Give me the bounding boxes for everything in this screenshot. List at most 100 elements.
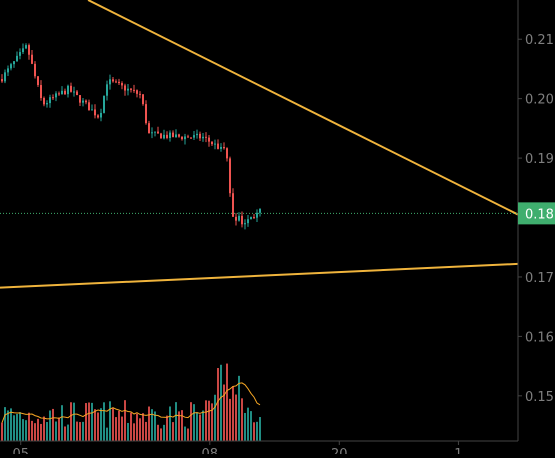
volume-bar — [193, 404, 195, 441]
time-tick-label: 05 — [12, 447, 29, 454]
volume-bar — [133, 423, 135, 441]
volume-bar — [82, 421, 84, 441]
volume-bar — [154, 411, 156, 441]
candle-body — [256, 212, 258, 218]
time-tick-label: 20 — [331, 447, 348, 454]
volume-bar — [136, 413, 138, 441]
volume-bar — [148, 406, 150, 441]
candle-body — [43, 98, 45, 105]
candle-body — [235, 216, 237, 221]
candle-body — [91, 109, 93, 111]
volume-bar — [163, 424, 165, 441]
volume-bar — [28, 412, 30, 441]
time-axis[interactable]: 05 08 20 1 — [12, 441, 463, 458]
ascending-trendline[interactable] — [0, 262, 519, 289]
volume-bar — [223, 384, 225, 441]
candle-body — [79, 95, 81, 103]
candle-body — [61, 90, 63, 95]
candle-body — [157, 131, 159, 134]
candle-body — [34, 63, 36, 77]
candle-body — [202, 136, 204, 139]
candle-body — [37, 76, 39, 86]
candle-body — [241, 215, 243, 225]
candles-layer — [1, 43, 261, 230]
volume-bar — [76, 421, 78, 441]
candle-body — [19, 52, 21, 56]
volume-bar — [16, 413, 18, 441]
candle-body — [160, 133, 162, 139]
volume-bar — [46, 422, 48, 441]
descending-trendline[interactable] — [87, 0, 519, 216]
volume-bar — [184, 426, 186, 441]
volume-bar — [220, 364, 222, 441]
candle-body — [7, 68, 9, 73]
volume-bar — [100, 408, 102, 441]
time-tick-label: 08 — [202, 447, 219, 454]
candle-body — [190, 137, 192, 139]
volume-bar — [118, 410, 120, 441]
volume-bar — [124, 400, 126, 441]
candle-body — [70, 85, 72, 92]
candle-body — [13, 61, 15, 65]
volume-bar — [157, 424, 159, 441]
candle-body — [124, 85, 126, 91]
volume-bar — [169, 406, 171, 441]
volume-bar — [25, 420, 27, 441]
volume-bar — [172, 422, 174, 441]
candle-body — [52, 97, 54, 99]
volume-bar — [166, 415, 168, 441]
volume-bar — [37, 418, 39, 441]
volume-bar — [103, 402, 105, 441]
volume-bar — [97, 412, 99, 441]
volume-bar — [85, 403, 87, 441]
candle-body — [127, 88, 129, 91]
trendlines-layer[interactable] — [0, 0, 519, 289]
price-tick-label: 0.15 — [525, 390, 554, 405]
volume-bar — [217, 368, 219, 441]
volume-bar — [91, 402, 93, 441]
candle-body — [73, 91, 75, 93]
candle-body — [145, 104, 147, 124]
volume-bar — [247, 407, 249, 441]
volume-bar — [199, 414, 201, 441]
candle-body — [184, 136, 186, 140]
candle-body — [238, 215, 240, 221]
volume-bar — [94, 409, 96, 441]
price-tick-label: 0.19 — [525, 152, 554, 167]
volume-bar — [232, 386, 234, 441]
candle-body — [244, 223, 246, 225]
candle-body — [217, 143, 219, 149]
volume-bar — [178, 411, 180, 441]
candle-body — [142, 94, 144, 105]
volume-bar — [160, 428, 162, 441]
volume-bar — [43, 416, 45, 441]
candle-body — [253, 217, 255, 219]
candle-body — [46, 103, 48, 105]
volume-bar — [73, 402, 75, 441]
candle-body — [94, 109, 96, 116]
volume-bar — [7, 410, 9, 441]
volume-bar — [151, 409, 153, 441]
volume-bar — [244, 412, 246, 441]
candle-body — [88, 102, 90, 111]
volume-moving-average-line — [1, 382, 261, 423]
candle-body — [220, 146, 222, 149]
candle-body — [211, 141, 213, 145]
candle-body — [97, 115, 99, 118]
volume-bar — [205, 400, 207, 441]
candle-body — [25, 45, 27, 49]
candle-body — [193, 135, 195, 138]
volume-bar — [130, 412, 132, 441]
volume-bar — [175, 402, 177, 441]
candle-body — [226, 148, 228, 159]
volume-bar — [1, 422, 3, 441]
volume-bar — [19, 412, 21, 441]
volume-bar — [127, 422, 129, 441]
volume-bar — [49, 410, 51, 441]
volume-bar — [40, 423, 42, 441]
volume-pane — [1, 363, 261, 441]
price-tick-label: 0.16 — [525, 330, 554, 345]
volume-bar — [106, 427, 108, 441]
candle-body — [130, 88, 132, 90]
